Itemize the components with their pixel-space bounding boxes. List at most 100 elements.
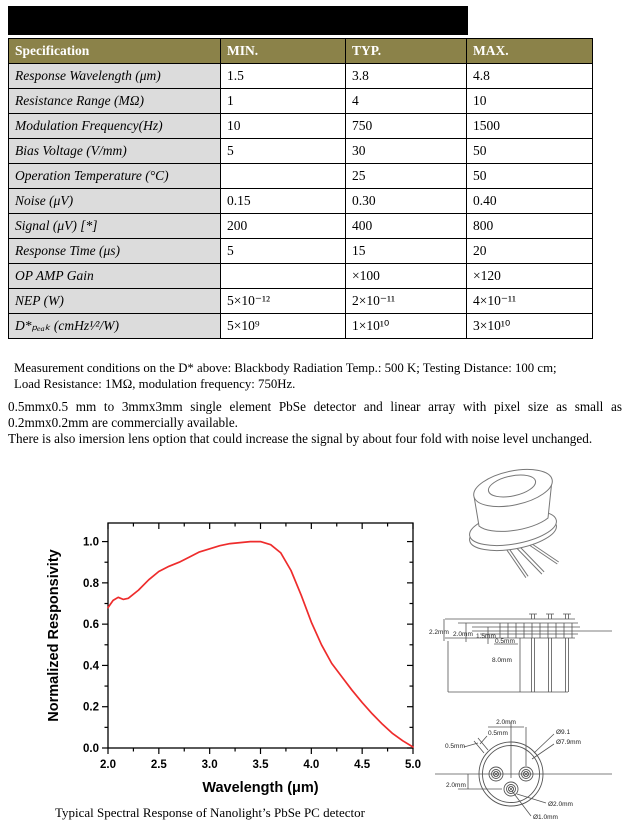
dim-inner-diameter: Ø7.9mm [556,739,581,746]
spec-value-cell: ×100 [345,263,467,289]
pin-bottom [503,781,519,797]
spec-value-cell [220,263,346,289]
table-row: Signal (μV) [*] 200 400 800 [8,213,593,239]
col-header-min: MIN. [220,38,346,64]
note-line-2: Load Resistance: 1MΩ, modulation frequen… [14,376,296,391]
side-view-drawing: 2.2mm 2.0mm 1.5mm 0.5mm 8.0mm [429,613,612,693]
spec-value-cell: 20 [466,238,593,264]
spec-value-cell: 25 [345,163,467,189]
spec-value-cell: 0.40 [466,188,593,214]
x-tick-label: 5.0 [405,759,421,771]
pin-right [518,766,534,782]
to-can-body [473,468,553,532]
bottom-view-drawing: 2.0mm 0.5mm 0.5mm Ø9.1 Ø7.9mm 2.0mm Ø2.0… [435,719,612,821]
y-tick-label: 0.0 [83,743,99,755]
y-tick-label: 0.8 [83,578,100,590]
dim-tab-depth: 0.5mm [445,743,465,750]
spec-value-cell: 200 [220,213,346,239]
aperture-opening [487,474,537,498]
x-axis-title: Wavelength (μm) [202,780,318,796]
spec-value-cell [220,163,346,189]
spec-label-cell: Response Wavelength (μm) [8,63,221,89]
measurement-note: Measurement conditions on the D* above: … [14,361,616,393]
spec-value-cell: 750 [345,113,467,139]
spec-table-body: Response Wavelength (μm) 1.5 3.8 4.8 Resista… [8,63,593,339]
spec-label-cell: Operation Temperature (°C) [8,163,221,189]
table-row: Operation Temperature (°C) 25 50 [8,163,593,189]
spec-label-cell: D*ₚₑₐₖ (cmHz¹⁄²/W) [8,313,221,339]
spec-value-cell: 1×10¹⁰ [345,313,467,339]
spec-value-cell: 4.8 [466,63,593,89]
y-tick-label: 0.4 [83,660,100,672]
spec-value-cell: 10 [466,88,593,114]
dim-pin-diameter: Ø1.0mm [533,814,558,821]
spec-value-cell: 3×10¹⁰ [466,313,593,339]
spectral-response-chart: 2.0 2.5 3.0 3.5 4.0 4.5 5.0 0.0 0.2 0.4 0.6 0.8 1.0 W… [46,522,421,796]
availability-paragraph: 0.5mmx0.5 mm to 3mmx3mm single element P… [8,399,622,431]
spec-label-cell: Signal (μV) [*] [8,213,221,239]
table-row: OP AMP Gain ×100 ×120 [8,263,593,289]
x-tick-label: 2.0 [100,759,116,771]
to-can-package-drawing [469,468,559,578]
table-row: NEP (W) 5×10⁻¹² 2×10⁻¹¹ 4×10⁻¹¹ [8,288,593,314]
immersion-lens-paragraph: There is also imersion lens option that … [8,431,593,446]
dim-outer-diameter: Ø9.1 [556,729,570,736]
y-tick-label: 1.0 [83,537,99,549]
table-row: Bias Voltage (V/mm) 5 30 50 [8,138,593,164]
col-header-specification: Specification [8,38,221,64]
table-row: D*ₚₑₐₖ (cmHz¹⁄²/W) 5×10⁹ 1×10¹⁰ 3×10¹⁰ [8,313,593,339]
dim-2-0mm: 2.0mm [453,631,473,638]
y-tick-label: 0.6 [83,619,99,631]
spec-value-cell: 5 [220,138,346,164]
table-header-row: Specification MIN. TYP. MAX. [8,38,593,64]
y-tick-label: 0.2 [83,702,99,714]
dim-2-2mm: 2.2mm [429,629,449,636]
dim-pin-spacing: 2.0mm [496,719,516,726]
dim-8-0mm: 8.0mm [492,657,512,664]
spec-label-cell: OP AMP Gain [8,263,221,289]
spec-value-cell: 30 [345,138,467,164]
spec-label-cell: Response Time (μs) [8,238,221,264]
spec-label-cell: Noise (μV) [8,188,221,214]
table-row: Response Time (μs) 5 15 20 [8,238,593,264]
pin-left [488,766,504,782]
spec-value-cell: 5×10⁻¹² [220,288,346,314]
spec-value-cell: 10 [220,113,346,139]
x-tick-label: 4.0 [303,759,319,771]
spec-label-cell: NEP (W) [8,288,221,314]
to-can-leads [503,536,559,578]
spec-label-cell: Resistance Range (MΩ) [8,88,221,114]
locating-tab [473,737,489,754]
spec-value-cell: 5 [220,238,346,264]
note-line-1: Measurement conditions on the D* above: … [14,361,557,375]
y-axis-title: Normalized Responsivity [46,549,62,721]
response-curve [107,540,414,748]
spec-value-cell: 50 [466,163,593,189]
x-tick-label: 3.5 [253,759,270,771]
x-tick-label: 4.5 [354,759,371,771]
plot-frame [107,522,414,749]
redacted-title-bar [8,6,468,35]
spec-value-cell: 800 [466,213,593,239]
spec-value-cell: 1 [220,88,346,114]
spec-value-cell: 2×10⁻¹¹ [345,288,467,314]
spec-value-cell: 0.30 [345,188,467,214]
table-row: Modulation Frequency(Hz) 10 750 1500 [8,113,593,139]
spec-value-cell: 1500 [466,113,593,139]
figure-caption: Typical Spectral Response of Nanolight’s… [55,805,365,820]
dim-tab-width: 0.5mm [488,730,508,737]
dim-pad-diameter: Ø2.0mm [548,801,573,808]
spec-label-cell: Bias Voltage (V/mm) [8,138,221,164]
spec-value-cell: 1.5 [220,63,346,89]
table-row: Noise (μV) 0.15 0.30 0.40 [8,188,593,214]
spec-value-cell: 15 [345,238,467,264]
spec-value-cell: 5×10⁹ [220,313,346,339]
spec-value-cell: 4 [345,88,467,114]
col-header-typ: TYP. [345,38,467,64]
table-row: Response Wavelength (μm) 1.5 3.8 4.8 [8,63,593,89]
spec-label-cell: Modulation Frequency(Hz) [8,113,221,139]
x-tick-label: 2.5 [151,759,168,771]
col-header-max: MAX. [466,38,593,64]
spec-table: Specification MIN. TYP. MAX. Response Wa… [8,38,593,339]
